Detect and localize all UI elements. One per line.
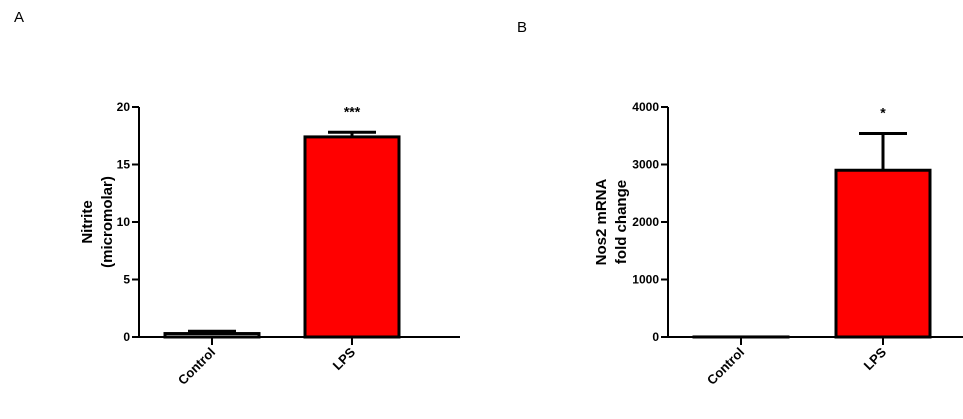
significance-label: *** (344, 103, 361, 119)
x-tick-label: LPS (861, 344, 890, 373)
panel-label: A (14, 9, 24, 26)
y-tick-label: 2000 (632, 215, 659, 229)
x-tick-label: Control (175, 345, 218, 388)
panel-b-chart: B Control * LPS 0 1000 2000 3000 4000 Nos2 mRNA fo… (517, 19, 963, 388)
panel-a-chart: A Control *** LPS 0 5 10 15 20 Nitrite (micromolar… (14, 9, 460, 388)
bar-lps (834, 168, 932, 339)
y-tick-label: 4000 (632, 100, 659, 114)
y-tick-label: 5 (123, 273, 130, 287)
y-axis-title: fold change (613, 180, 630, 264)
y-tick-label: 1000 (632, 273, 659, 287)
y-tick-label: 0 (652, 330, 659, 344)
x-tick-label: Control (704, 345, 747, 388)
y-axis-title: (micromolar) (99, 176, 116, 268)
x-tick-label: LPS (330, 344, 359, 373)
y-tick-label: 15 (117, 158, 131, 172)
y-tick-label: 0 (123, 330, 130, 344)
y-axis-title: Nos2 mRNA (593, 178, 610, 265)
bar-lps (303, 135, 401, 339)
significance-label: * (880, 104, 886, 120)
y-axis-title: Nitrite (79, 200, 96, 243)
panel-label: B (517, 19, 527, 36)
y-tick-label: 10 (117, 215, 131, 229)
y-tick-label: 3000 (632, 158, 659, 172)
y-tick-label: 20 (117, 100, 131, 114)
